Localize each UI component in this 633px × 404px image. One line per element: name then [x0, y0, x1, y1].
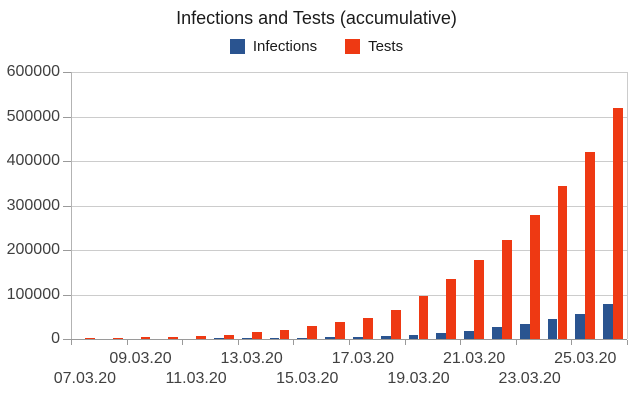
bar-tests-24.03.20 — [557, 185, 568, 339]
legend-item-tests: Tests — [345, 38, 403, 55]
x-axis-tick — [571, 340, 573, 345]
y-tick-label: 300000 — [6, 196, 60, 214]
bar-infections-24.03.20 — [547, 318, 558, 339]
x-tick-label: 19.03.20 — [387, 370, 450, 387]
y-axis-tick — [63, 250, 71, 251]
x-tick-label: 23.03.20 — [498, 370, 561, 387]
y-axis-tick — [63, 116, 71, 118]
y-axis-line — [71, 72, 72, 339]
bar-tests-19.03.20 — [418, 295, 429, 339]
bar-tests-11.03.20 — [196, 336, 206, 339]
bar-tests-14.03.20 — [279, 330, 290, 339]
y-gridline — [71, 294, 627, 296]
bar-infections-20.03.20 — [436, 332, 447, 339]
y-tick-label: 400000 — [6, 152, 60, 169]
bar-infections-25.03.20 — [575, 313, 586, 339]
tests-swatch-icon — [345, 39, 361, 54]
y-gridline — [71, 205, 627, 207]
bar-tests-12.03.20 — [223, 335, 234, 339]
bar-infections-18.03.20 — [380, 335, 391, 339]
x-tick-label: 09.03.20 — [109, 350, 172, 367]
x-tick-label: 11.03.20 — [165, 370, 227, 387]
bar-infections-14.03.20 — [269, 337, 280, 339]
x-axis-tick — [627, 340, 628, 345]
x-tick-label: 21.03.20 — [442, 350, 506, 367]
bar-tests-26.03.20 — [613, 108, 623, 339]
y-gridline — [71, 161, 627, 162]
x-axis-tick — [237, 340, 239, 345]
bar-tests-22.03.20 — [501, 239, 512, 339]
y-axis-tick — [63, 72, 71, 73]
y-tick-label: 200000 — [6, 241, 60, 258]
bar-tests-25.03.20 — [585, 152, 596, 339]
legend-item-infections: Infections — [229, 38, 318, 55]
y-gridline — [71, 116, 627, 118]
bar-infections-15.03.20 — [297, 337, 308, 339]
x-axis-tick — [404, 340, 406, 345]
y-gridline — [71, 72, 627, 73]
x-tick-label: 15.03.20 — [276, 370, 339, 387]
bar-tests-17.03.20 — [362, 317, 373, 339]
x-axis-tick — [515, 340, 517, 345]
bar-tests-18.03.20 — [390, 309, 401, 339]
legend: Infections Tests — [0, 38, 633, 55]
bar-tests-09.03.20 — [140, 337, 151, 339]
x-axis-tick — [460, 340, 462, 345]
x-axis-tick — [71, 340, 72, 345]
x-tick-label: 07.03.20 — [53, 370, 117, 387]
bar-tests-16.03.20 — [335, 321, 345, 339]
bar-tests-10.03.20 — [168, 336, 179, 339]
bar-tests-20.03.20 — [446, 279, 457, 339]
y-tick-label: 600000 — [6, 63, 60, 80]
x-axis-line — [63, 339, 627, 340]
y-tick-label: 100000 — [6, 285, 60, 303]
y-tick-label: 500000 — [6, 107, 60, 125]
bar-tests-07.03.20 — [84, 338, 95, 339]
bar-infections-23.03.20 — [519, 323, 530, 339]
bar-infections-12.03.20 — [214, 338, 224, 339]
bar-tests-15.03.20 — [307, 326, 318, 339]
bar-infections-26.03.20 — [603, 303, 614, 339]
bar-infections-21.03.20 — [464, 330, 475, 339]
plot-right-border — [627, 72, 628, 339]
x-axis-tick — [293, 340, 295, 345]
x-axis-tick — [349, 340, 350, 345]
y-tick-label: 0 — [51, 330, 60, 347]
bar-tests-23.03.20 — [529, 215, 540, 339]
bar-tests-21.03.20 — [474, 260, 484, 339]
bar-infections-22.03.20 — [492, 327, 502, 339]
x-tick-label: 13.03.20 — [220, 350, 283, 367]
x-tick-label: 25.03.20 — [554, 350, 617, 367]
chart-title: Infections and Tests (accumulative) — [176, 8, 457, 28]
x-tick-label: 17.03.20 — [331, 350, 395, 367]
bar-tests-13.03.20 — [251, 332, 262, 339]
bar-infections-19.03.20 — [408, 334, 419, 339]
x-axis-tick — [182, 340, 184, 345]
x-axis-tick — [126, 340, 128, 345]
y-gridline — [71, 250, 627, 251]
bar-infections-17.03.20 — [353, 336, 363, 339]
bar-tests-08.03.20 — [112, 337, 123, 339]
legend-label-infections: Infections — [252, 38, 318, 55]
infections-swatch-icon — [229, 39, 245, 54]
bar-infections-13.03.20 — [241, 338, 252, 339]
y-axis-tick — [63, 161, 71, 162]
legend-label-tests: Tests — [368, 38, 404, 55]
bar-infections-16.03.20 — [325, 337, 336, 339]
y-axis-tick — [63, 294, 71, 296]
y-axis-tick — [63, 205, 71, 207]
